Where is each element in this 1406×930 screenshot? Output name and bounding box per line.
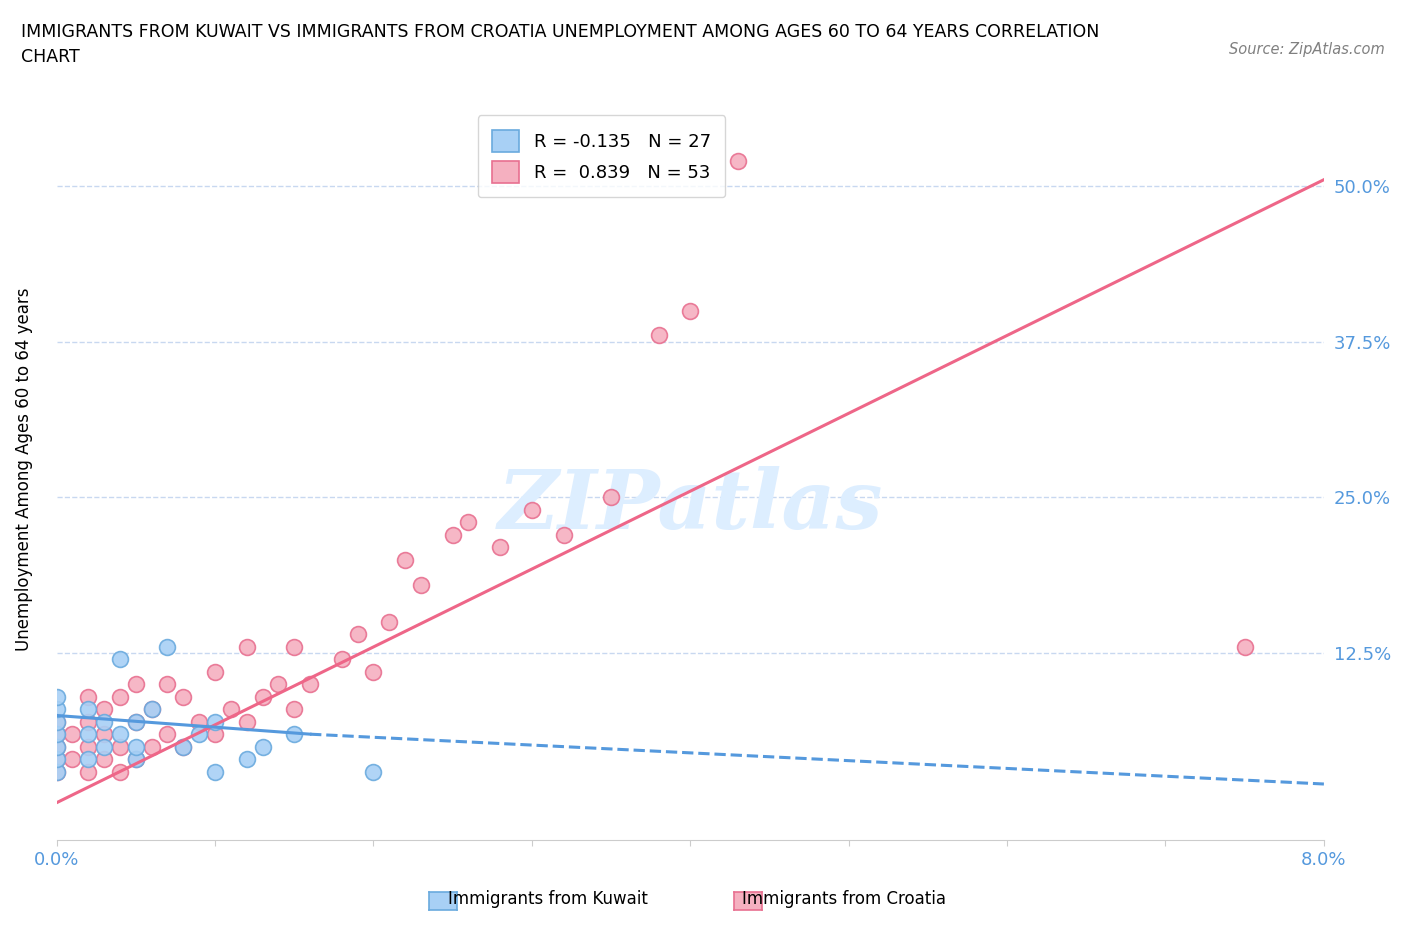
Point: [188, 714, 211, 729]
Point: [647, 328, 669, 343]
Point: [330, 652, 353, 667]
Point: [45, 726, 67, 741]
Point: [283, 702, 305, 717]
Point: [45, 764, 67, 779]
Point: [93, 739, 115, 754]
Point: [108, 689, 131, 704]
Point: [346, 627, 368, 642]
Legend: R = -0.135   N = 27, R =  0.839   N = 53: R = -0.135 N = 27, R = 0.839 N = 53: [478, 115, 725, 197]
Text: Immigrants from Croatia: Immigrants from Croatia: [741, 890, 946, 909]
Point: [283, 726, 305, 741]
Point: [108, 652, 131, 667]
Point: [108, 726, 131, 741]
Point: [77, 702, 100, 717]
Point: [235, 640, 257, 655]
Point: [553, 527, 575, 542]
Point: [62, 726, 84, 741]
Point: [77, 726, 100, 741]
Point: [45, 714, 67, 729]
Text: IMMIGRANTS FROM KUWAIT VS IMMIGRANTS FROM CROATIA UNEMPLOYMENT AMONG AGES 60 TO : IMMIGRANTS FROM KUWAIT VS IMMIGRANTS FRO…: [21, 23, 1099, 66]
Point: [219, 702, 242, 717]
Point: [156, 677, 179, 692]
Point: [45, 751, 67, 766]
Point: [172, 739, 194, 754]
Point: [62, 751, 84, 766]
Y-axis label: Unemployment Among Ages 60 to 64 years: Unemployment Among Ages 60 to 64 years: [15, 287, 32, 651]
Point: [204, 726, 226, 741]
Point: [156, 640, 179, 655]
Point: [600, 490, 623, 505]
Point: [394, 552, 416, 567]
Point: [45, 739, 67, 754]
Point: [125, 677, 148, 692]
Point: [363, 764, 385, 779]
Point: [77, 751, 100, 766]
Point: [125, 739, 148, 754]
Point: [125, 714, 148, 729]
Point: [45, 726, 67, 741]
Point: [141, 702, 163, 717]
Point: [45, 714, 67, 729]
Point: [299, 677, 322, 692]
Point: [267, 677, 290, 692]
Point: [489, 539, 512, 554]
Point: [45, 764, 67, 779]
Point: [141, 702, 163, 717]
Point: [93, 702, 115, 717]
Point: [108, 764, 131, 779]
Point: [252, 739, 274, 754]
Text: Immigrants from Kuwait: Immigrants from Kuwait: [449, 890, 648, 909]
Point: [441, 527, 464, 542]
Point: [378, 615, 401, 630]
Point: [1233, 640, 1256, 655]
Point: [204, 714, 226, 729]
Point: [172, 739, 194, 754]
Point: [252, 689, 274, 704]
Point: [141, 739, 163, 754]
Point: [93, 726, 115, 741]
Point: [93, 714, 115, 729]
Point: [363, 664, 385, 679]
Text: Source: ZipAtlas.com: Source: ZipAtlas.com: [1229, 42, 1385, 57]
Text: ZIPatlas: ZIPatlas: [498, 467, 883, 547]
Point: [204, 764, 226, 779]
Point: [727, 153, 749, 168]
Point: [235, 714, 257, 729]
Point: [77, 764, 100, 779]
Point: [45, 751, 67, 766]
Point: [172, 689, 194, 704]
Point: [520, 502, 543, 517]
Point: [45, 702, 67, 717]
Point: [283, 640, 305, 655]
Point: [93, 751, 115, 766]
Point: [77, 689, 100, 704]
Point: [77, 739, 100, 754]
Point: [125, 751, 148, 766]
Point: [204, 664, 226, 679]
Point: [125, 751, 148, 766]
Point: [409, 578, 432, 592]
Point: [188, 726, 211, 741]
Point: [45, 739, 67, 754]
Point: [679, 303, 702, 318]
Point: [235, 751, 257, 766]
Point: [156, 726, 179, 741]
Point: [125, 714, 148, 729]
Point: [108, 739, 131, 754]
Point: [457, 515, 479, 530]
Point: [77, 714, 100, 729]
Point: [45, 689, 67, 704]
